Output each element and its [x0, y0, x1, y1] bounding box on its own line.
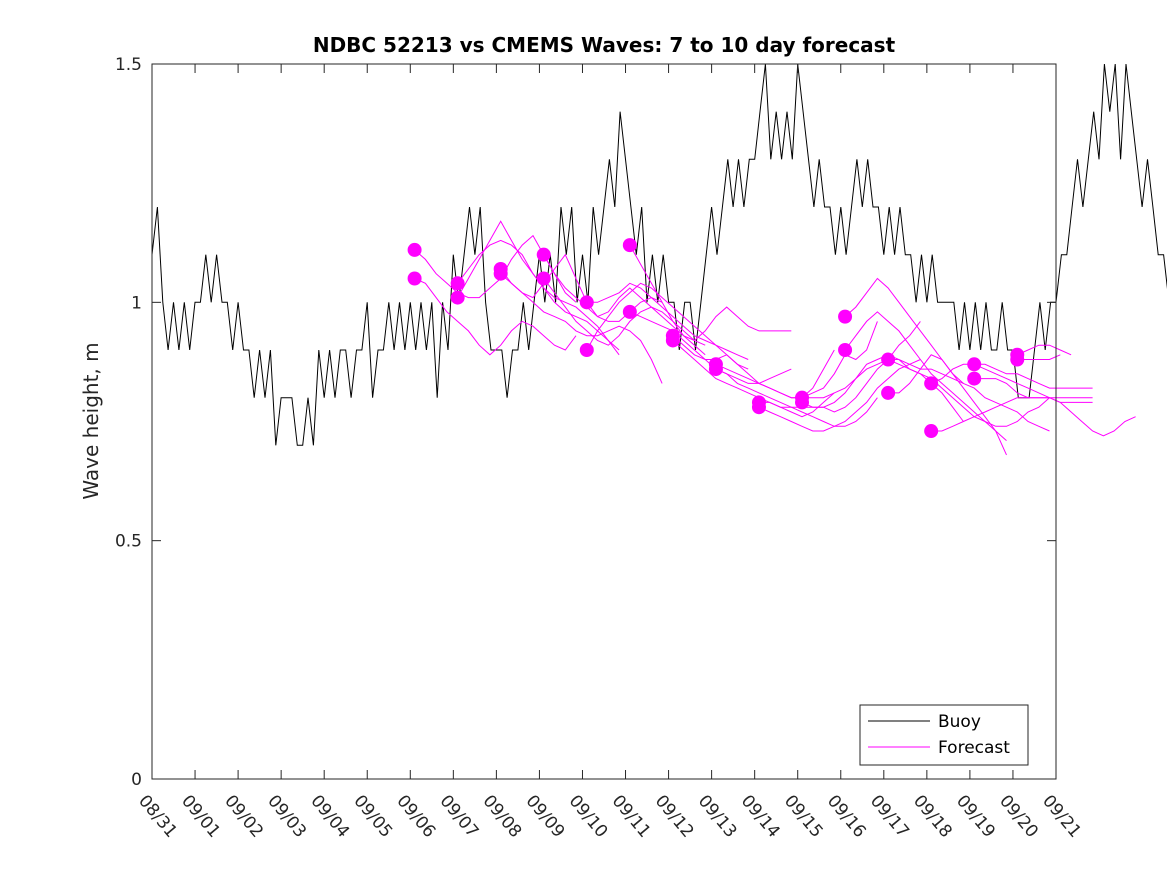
forecast-start-marker [407, 242, 422, 257]
forecast-line [974, 378, 1093, 399]
forecast-line [629, 244, 792, 342]
forecast-start-marker [450, 276, 465, 291]
forecast-start-marker [450, 290, 465, 305]
forecast-line [500, 253, 663, 322]
axes-box [151, 63, 1057, 780]
buoy-series [151, 63, 1167, 446]
forecast-start-marker [622, 304, 637, 319]
forecast-line [759, 321, 921, 413]
forecast-line [931, 397, 1093, 432]
forecast-start-marker [967, 357, 982, 372]
forecast-series [407, 220, 1136, 456]
legend-buoy-label: Buoy [938, 712, 981, 732]
forecast-start-marker [493, 266, 508, 281]
forecast-line [888, 354, 1050, 432]
forecast-start-marker [708, 362, 723, 377]
y-tick-label: 1.5 [115, 55, 142, 75]
y-tick-label: 0 [131, 770, 142, 790]
forecast-start-marker [967, 371, 982, 386]
y-tick-label: 0.5 [115, 532, 142, 552]
forecast-start-marker [622, 238, 637, 253]
legend: Buoy Forecast [859, 704, 1029, 766]
forecast-line [500, 273, 663, 384]
forecast-start-marker [579, 343, 594, 357]
forecast-line [715, 368, 878, 427]
y-axis: 0 0.5 1 1.5 [115, 55, 1056, 790]
legend-box [859, 704, 1029, 766]
forecast-start-marker [665, 333, 680, 348]
forecast-line [543, 278, 706, 346]
forecast-start-marker [1010, 352, 1025, 367]
forecast-start-marker [407, 271, 422, 286]
forecast-line [758, 359, 921, 432]
legend-forecast-label: Forecast [938, 738, 1010, 758]
forecast-line [844, 311, 1007, 456]
forecast-start-marker [579, 295, 594, 310]
forecast-start-marker [536, 271, 551, 286]
buoy-line [151, 63, 1167, 446]
forecast-line [973, 363, 1136, 437]
chart-title: NDBC 52213 vs CMEMS Waves: 7 to 10 day f… [313, 33, 896, 57]
forecast-start-marker [536, 247, 551, 262]
forecast-line [414, 278, 577, 356]
forecast-line [1017, 354, 1061, 360]
forecast-start-marker [881, 352, 896, 367]
forecast-line [586, 282, 749, 370]
y-tick-label: 1 [131, 293, 142, 313]
forecast-line [543, 254, 706, 356]
forecast-line [930, 363, 1093, 389]
axes-background [152, 64, 1056, 779]
forecast-start-marker [924, 376, 939, 391]
forecast-line [672, 335, 835, 399]
forecast-start-marker [795, 395, 810, 410]
forecast-line [844, 277, 1007, 441]
forecast-start-marker [751, 400, 766, 415]
forecast-start-marker [838, 309, 853, 324]
forecast-line [1017, 344, 1072, 356]
y-axis-label: Wave height, m [79, 342, 103, 499]
forecast-start-marker [881, 385, 896, 400]
forecast-start-marker [924, 424, 939, 439]
forecast-start-marker [838, 343, 853, 357]
